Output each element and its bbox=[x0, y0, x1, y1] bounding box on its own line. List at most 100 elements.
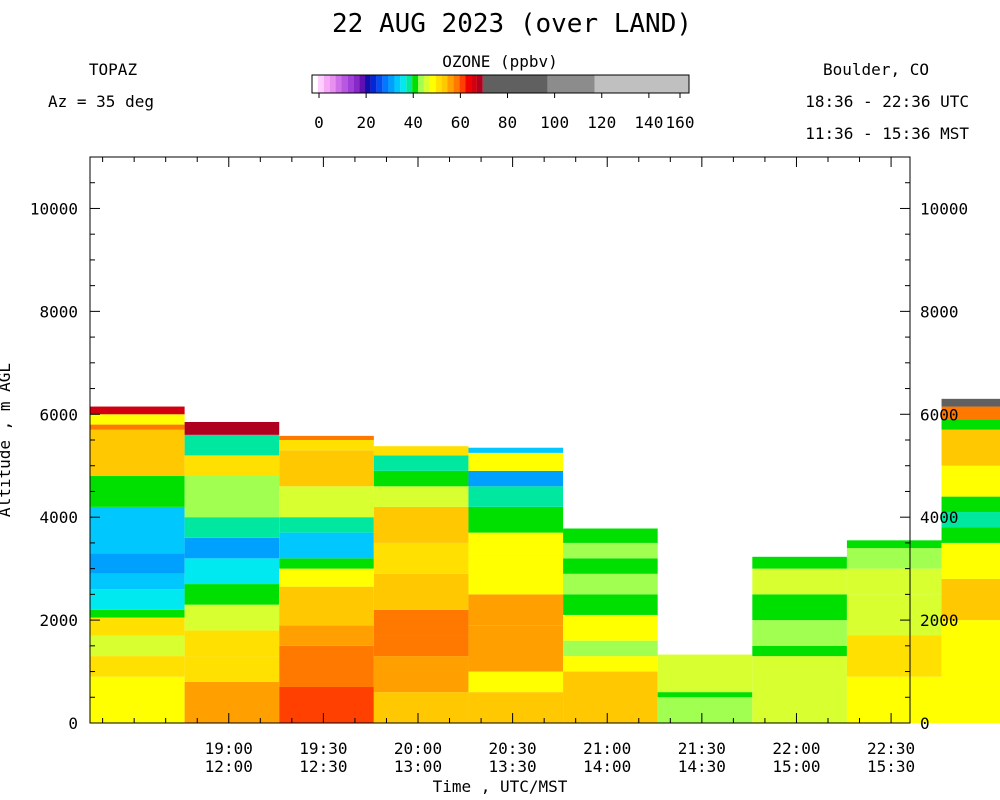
ozone-cell bbox=[752, 594, 847, 621]
ozone-cell bbox=[941, 406, 1000, 420]
y-tick-label-right: 10000 bbox=[920, 199, 968, 218]
y-tick-label-right: 6000 bbox=[920, 405, 959, 424]
ozone-cell bbox=[468, 452, 564, 471]
x-tick-label-utc: 19:00 bbox=[205, 739, 253, 758]
ozone-cells bbox=[90, 398, 1000, 723]
ozone-cell bbox=[468, 553, 564, 595]
ozone-cell bbox=[563, 671, 658, 723]
ozone-cell bbox=[373, 542, 469, 574]
ozone-cell bbox=[941, 542, 1000, 579]
colorbar-swatch bbox=[388, 75, 395, 93]
ozone-cell bbox=[563, 528, 658, 543]
colorbar-tick-label: 80 bbox=[498, 113, 517, 132]
ozone-cell bbox=[941, 465, 1000, 497]
colorbar: 0 20 40 60 80 100 120 140 160 bbox=[311, 74, 694, 132]
ozone-cell bbox=[184, 681, 280, 723]
instrument-label: TOPAZ bbox=[89, 60, 138, 79]
ozone-cell bbox=[468, 486, 564, 507]
x-axis-label: Time , UTC/MST bbox=[433, 777, 568, 796]
ozone-cell bbox=[468, 447, 564, 453]
ozone-cell bbox=[563, 640, 658, 657]
ozone-cell bbox=[90, 406, 185, 415]
ozone-cell bbox=[563, 614, 658, 641]
ozone-cell bbox=[752, 568, 847, 595]
colorbar-tick-label: 20 bbox=[356, 113, 375, 132]
colorbar-swatch bbox=[471, 75, 477, 93]
ozone-cell bbox=[752, 656, 847, 723]
y-tick-label-left: 10000 bbox=[30, 199, 78, 218]
colorbar-swatch bbox=[441, 75, 448, 93]
ozone-cell bbox=[846, 594, 942, 636]
azimuth-label: Az = 35 deg bbox=[48, 92, 154, 111]
y-tick-label-right: 0 bbox=[920, 714, 930, 733]
ozone-cell bbox=[184, 604, 280, 631]
ozone-cell bbox=[90, 609, 185, 618]
ozone-cell bbox=[752, 556, 847, 569]
colorbar-swatch bbox=[317, 75, 324, 93]
ozone-cell bbox=[563, 594, 658, 615]
ozone-cell bbox=[468, 532, 564, 554]
x-tick-label-mst: 15:30 bbox=[867, 757, 915, 776]
ozone-cell bbox=[90, 553, 185, 574]
ozone-cell bbox=[279, 586, 374, 626]
ozone-cell bbox=[941, 620, 1000, 687]
ozone-cell bbox=[941, 419, 1000, 430]
ozone-cell bbox=[563, 558, 658, 574]
ozone-cell bbox=[184, 455, 280, 477]
x-tick-label-mst: 14:00 bbox=[583, 757, 631, 776]
ozone-cell bbox=[563, 656, 658, 672]
ozone-cell bbox=[279, 568, 374, 587]
x-tick-label-mst: 15:00 bbox=[772, 757, 820, 776]
colorbar-swatch bbox=[382, 75, 389, 93]
colorbar-swatch bbox=[453, 75, 460, 93]
ozone-cell bbox=[279, 558, 374, 569]
x-tick-label-utc: 20:00 bbox=[394, 739, 442, 758]
ozone-cell bbox=[90, 429, 185, 477]
ozone-cell bbox=[941, 512, 1000, 528]
ozone-cell bbox=[468, 625, 564, 672]
ozone-cell bbox=[846, 548, 942, 569]
ozone-cell bbox=[184, 434, 280, 456]
colorbar-swatch bbox=[353, 75, 360, 93]
ozone-cell bbox=[279, 486, 374, 518]
colorbar-title: OZONE (ppbv) bbox=[442, 52, 558, 71]
x-tick-label-mst: 13:00 bbox=[394, 757, 442, 776]
colorbar-swatch bbox=[447, 75, 454, 93]
ozone-cell bbox=[279, 532, 374, 559]
colorbar-swatch bbox=[429, 75, 436, 93]
x-tick-label-mst: 14:30 bbox=[678, 757, 726, 776]
colorbar-swatch bbox=[406, 75, 413, 93]
ozone-cell bbox=[657, 692, 753, 698]
colorbar-swatch bbox=[376, 75, 383, 93]
ozone-cell bbox=[468, 506, 564, 533]
axes: 0 0 2000 2000 4000 4000 6000 6000 8000 8000 10000 1… bbox=[30, 157, 968, 776]
colorbar-swatch bbox=[323, 75, 330, 93]
ozone-cell bbox=[657, 654, 753, 693]
ozone-cell bbox=[90, 589, 185, 610]
location-label: Boulder, CO bbox=[823, 60, 929, 79]
x-tick-label-utc: 19:30 bbox=[299, 739, 347, 758]
ozone-cell bbox=[752, 620, 847, 646]
ozone-cell bbox=[941, 398, 1000, 407]
colorbar-swatch bbox=[359, 75, 366, 93]
y-tick-label-right: 2000 bbox=[920, 611, 959, 630]
colorbar-swatch bbox=[412, 75, 419, 93]
ozone-cell bbox=[184, 558, 280, 585]
y-axis-label: Altitude , m AGL bbox=[0, 363, 14, 517]
ozone-cell bbox=[846, 635, 942, 677]
colorbar-tick-label: 100 bbox=[540, 113, 569, 132]
ozone-cell bbox=[563, 573, 658, 595]
colorbar-frame bbox=[311, 74, 690, 94]
ozone-cell bbox=[184, 517, 280, 538]
colorbar-swatch bbox=[435, 75, 442, 93]
ozone-cell bbox=[184, 476, 280, 518]
colorbar-swatch bbox=[335, 75, 342, 93]
colorbar-tick-label: 0 bbox=[314, 113, 324, 132]
ozone-cell bbox=[184, 584, 280, 605]
x-tick-label-mst: 13:30 bbox=[489, 757, 537, 776]
ozone-cell bbox=[90, 676, 185, 723]
x-tick-label-utc: 21:30 bbox=[678, 739, 726, 758]
ozone-cell bbox=[184, 656, 280, 682]
ozone-cell bbox=[373, 455, 469, 471]
